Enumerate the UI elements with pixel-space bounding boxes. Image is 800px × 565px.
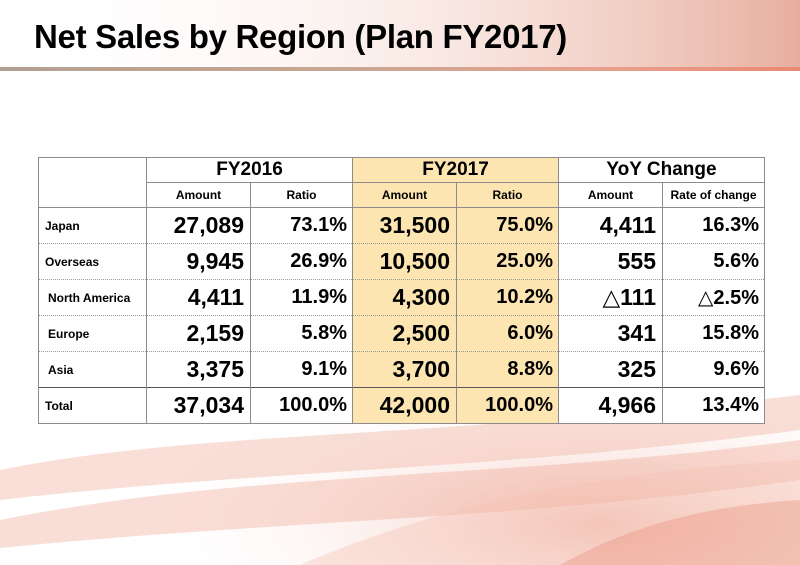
subheader-fy2016-ratio: Ratio	[250, 182, 353, 208]
yoy-rate: 16.3%	[662, 207, 765, 244]
sales-table: FY2016 FY2017 YoY Change Amount Ratio Am…	[38, 157, 765, 424]
yoy-rate: 9.6%	[662, 351, 765, 388]
table-row-overseas: Overseas 9,945 26.9% 10,500 25.0% 555 5.…	[38, 243, 765, 280]
yoy-rate: 13.4%	[662, 387, 765, 424]
fy2016-ratio: 26.9%	[250, 243, 353, 280]
subheader-fy2017-ratio: Ratio	[456, 182, 559, 208]
table-row-north-america: North America 4,411 11.9% 4,300 10.2% △1…	[38, 279, 765, 316]
fy2016-ratio: 73.1%	[250, 207, 353, 244]
header-fy2016: FY2016	[146, 157, 353, 183]
fy2016-amount: 2,159	[146, 315, 251, 352]
yoy-amount: 325	[558, 351, 663, 388]
page-title: Net Sales by Region (Plan FY2017)	[34, 18, 567, 55]
fy2016-amount: 37,034	[146, 387, 251, 424]
fy2017-amount: 3,700	[352, 351, 457, 388]
group-header-row: FY2016 FY2017 YoY Change	[38, 157, 765, 208]
subheader-fy2016-amount: Amount	[146, 182, 251, 208]
fy2016-ratio: 11.9%	[250, 279, 353, 316]
row-label: Overseas	[38, 243, 147, 280]
table-row-total: Total 37,034 100.0% 42,000 100.0% 4,966 …	[38, 387, 765, 424]
row-label: Europe	[38, 315, 147, 352]
fy2017-ratio: 10.2%	[456, 279, 559, 316]
header-yoy-change: YoY Change	[558, 157, 765, 183]
fy2017-amount: 2,500	[352, 315, 457, 352]
row-label: North America	[38, 279, 147, 316]
yoy-amount: 341	[558, 315, 663, 352]
yoy-amount: 555	[558, 243, 663, 280]
sub-header-row: Amount Ratio Amount Ratio Amount Rate of…	[39, 182, 765, 208]
fy2017-amount: 4,300	[352, 279, 457, 316]
yoy-amount: 4,966	[558, 387, 663, 424]
fy2017-ratio: 75.0%	[456, 207, 559, 244]
row-label: Japan	[38, 207, 147, 244]
table-corner	[38, 157, 147, 208]
fy2017-amount: 10,500	[352, 243, 457, 280]
fy2017-ratio: 100.0%	[456, 387, 559, 424]
fy2016-ratio: 9.1%	[250, 351, 353, 388]
yoy-rate: △2.5%	[662, 279, 765, 316]
header-fy2017: FY2017	[352, 157, 559, 183]
subheader-fy2017-amount: Amount	[352, 182, 457, 208]
fy2017-amount: 42,000	[352, 387, 457, 424]
yoy-rate: 5.6%	[662, 243, 765, 280]
subheader-yoy-rate: Rate of change	[662, 182, 765, 208]
table-row-asia: Asia 3,375 9.1% 3,700 8.8% 325 9.6%	[38, 351, 765, 388]
table-row-japan: Japan 27,089 73.1% 31,500 75.0% 4,411 16…	[38, 207, 765, 244]
fy2017-amount: 31,500	[352, 207, 457, 244]
yoy-rate: 15.8%	[662, 315, 765, 352]
fy2017-ratio: 25.0%	[456, 243, 559, 280]
fy2016-ratio: 5.8%	[250, 315, 353, 352]
fy2017-ratio: 8.8%	[456, 351, 559, 388]
fy2016-amount: 9,945	[146, 243, 251, 280]
fy2016-amount: 4,411	[146, 279, 251, 316]
yoy-amount: △111	[558, 279, 663, 316]
row-label: Asia	[38, 351, 147, 388]
table-row-europe: Europe 2,159 5.8% 2,500 6.0% 341 15.8%	[38, 315, 765, 352]
yoy-amount: 4,411	[558, 207, 663, 244]
fy2016-amount: 3,375	[146, 351, 251, 388]
subheader-yoy-amount: Amount	[558, 182, 663, 208]
fy2017-ratio: 6.0%	[456, 315, 559, 352]
row-label: Total	[38, 387, 147, 424]
fy2016-ratio: 100.0%	[250, 387, 353, 424]
title-underline	[0, 67, 800, 71]
fy2016-amount: 27,089	[146, 207, 251, 244]
